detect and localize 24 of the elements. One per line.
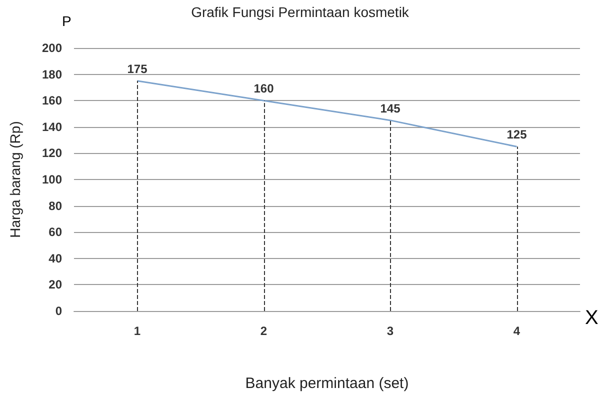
data-label: 125 <box>506 128 528 142</box>
data-label: 160 <box>254 82 274 96</box>
x-tick-label: 2 <box>260 324 268 338</box>
y-tick-label: 20 <box>48 278 62 292</box>
text: P <box>62 13 72 29</box>
x-axis-title: Banyak permintaan (set) <box>245 375 409 392</box>
y-tick-label: 180 <box>42 67 62 82</box>
y-tick-label: 40 <box>48 251 62 266</box>
y-tick-label: 80 <box>48 198 62 213</box>
x-tick-label: 3 <box>386 324 394 338</box>
y-tick-label: 60 <box>48 225 62 240</box>
y-axis-title: Harga barang (Rp) <box>7 121 23 238</box>
y-tick-label: 200 <box>42 41 62 55</box>
data-label: 145 <box>380 101 401 116</box>
y-tick-label: 0 <box>55 304 62 318</box>
x-tick-label: 4 <box>513 324 520 338</box>
y-tick-label: 120 <box>42 146 62 160</box>
y-tick-label: 140 <box>42 120 62 134</box>
data-label: 175 <box>127 62 148 76</box>
y-tick-label: 160 <box>42 94 62 108</box>
chart-title: Grafik Fungsi Permintaan kosmetik <box>191 4 410 20</box>
text: X <box>585 307 598 329</box>
x-tick-label: 1 <box>134 324 141 338</box>
y-tick-label: 100 <box>42 172 62 186</box>
